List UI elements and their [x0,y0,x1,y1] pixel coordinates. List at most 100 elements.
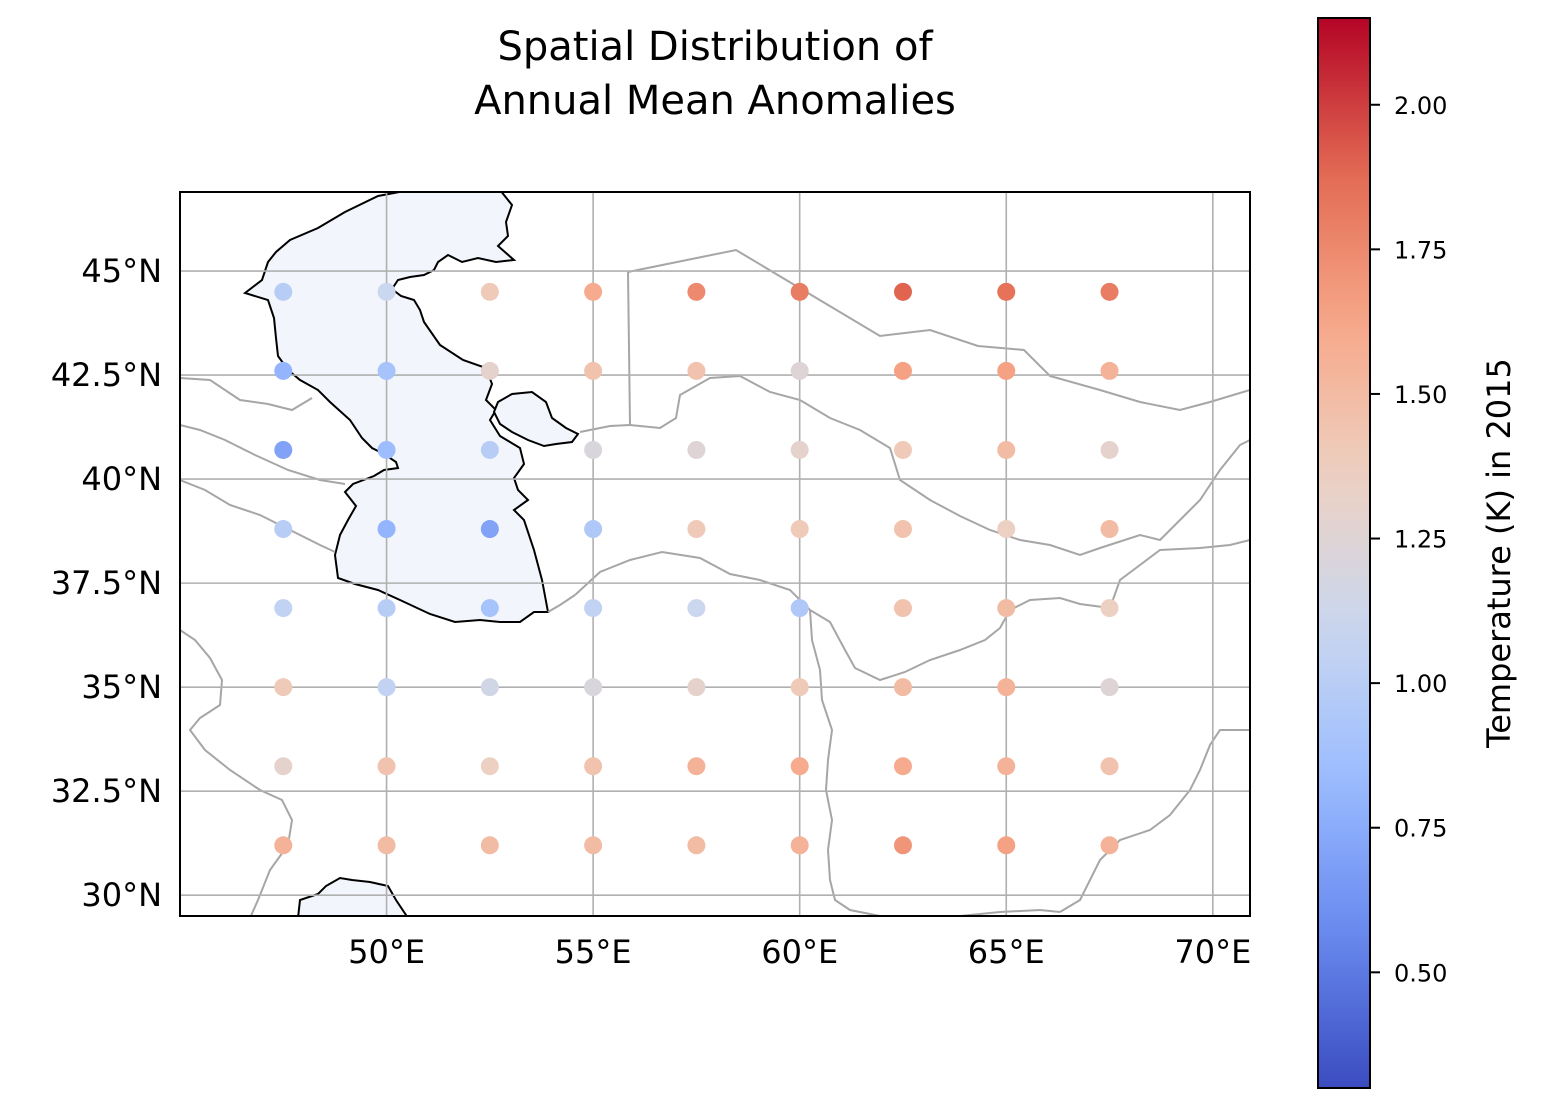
data-point [1100,282,1119,301]
colorbar-label: Temperature (K) in 2015 [1480,358,1518,749]
data-point [274,757,293,776]
data-point [1100,599,1119,618]
data-point [893,757,912,776]
data-point [274,836,293,855]
data-point [480,282,499,301]
data-point [274,440,293,459]
data-point [1100,678,1119,697]
data-point [790,361,809,380]
caspian-sea-shape [242,192,550,624]
data-point [480,520,499,539]
x-tick-label: 50°E [348,933,425,971]
y-tick-label: 42.5°N [51,356,162,394]
data-point [377,440,396,459]
data-point [997,440,1016,459]
colorbar [1317,17,1371,1089]
x-axis-ticks: 50°E 55°E 60°E 65°E 70°E [348,933,1251,971]
data-point [790,440,809,459]
data-point [377,361,396,380]
country-borders [180,248,1250,916]
data-point [1100,440,1119,459]
data-point [1100,757,1119,776]
data-point [790,599,809,618]
data-point [584,520,603,539]
y-tick-label: 45°N [81,252,162,290]
data-point [790,520,809,539]
data-point [893,282,912,301]
data-point [1100,836,1119,855]
y-tick-label: 35°N [81,668,162,706]
data-point [893,520,912,539]
data-point [274,678,293,697]
colorbar-tick-label: 1.75 [1394,236,1447,264]
x-tick-label: 70°E [1174,933,1251,971]
data-point [480,440,499,459]
data-point [997,520,1016,539]
y-tick-label: 37.5°N [51,564,162,602]
kara-bogaz-gol-shape [492,390,580,448]
colorbar-tick-label: 2.00 [1394,92,1447,120]
data-point [274,520,293,539]
data-point [584,440,603,459]
y-tick-label: 32.5°N [51,772,162,810]
data-point [790,757,809,776]
data-point [480,361,499,380]
colorbar-tick-label: 0.50 [1394,959,1447,987]
y-tick-label: 40°N [81,460,162,498]
data-point [377,678,396,697]
data-point [687,757,706,776]
data-point [687,361,706,380]
data-point [1100,361,1119,380]
data-point [997,836,1016,855]
data-point [997,361,1016,380]
plot-frame [179,191,1251,917]
x-tick-label: 60°E [761,933,838,971]
data-point [687,520,706,539]
data-point [274,599,293,618]
data-point [687,599,706,618]
colorbar-ticks: 0.50 0.75 1.00 1.25 1.50 1.75 2.00 [1370,92,1447,987]
x-tick-label: 65°E [968,933,1045,971]
data-point [584,757,603,776]
data-point [997,757,1016,776]
data-point [687,440,706,459]
y-axis-ticks: 30°N 32.5°N 35°N 37.5°N 40°N 42.5°N 45°N [51,252,162,914]
data-point [377,599,396,618]
data-point [377,757,396,776]
data-point [480,599,499,618]
data-point [377,836,396,855]
data-point [377,282,396,301]
data-point [790,678,809,697]
data-point [687,836,706,855]
y-tick-label: 30°N [81,876,162,914]
data-points [274,282,1119,855]
map-plot-area [180,192,1250,916]
data-point [790,282,809,301]
data-point [997,678,1016,697]
data-point [480,836,499,855]
colorbar-tick-label: 1.25 [1394,526,1447,554]
colorbar-tick-label: 0.75 [1394,815,1447,843]
data-point [584,361,603,380]
data-point [893,599,912,618]
gridlines [180,192,1250,916]
data-point [584,599,603,618]
colorbar-tick-label: 1.00 [1394,670,1447,698]
data-point [584,282,603,301]
data-point [997,599,1016,618]
x-tick-label: 55°E [555,933,632,971]
data-point [893,361,912,380]
data-point [480,757,499,776]
data-point [893,678,912,697]
data-point [584,836,603,855]
data-point [274,361,293,380]
data-point [790,836,809,855]
chart-title: Spatial Distribution of Annual Mean Anom… [474,24,956,124]
colorbar-tick-label: 1.50 [1394,381,1447,409]
data-point [480,678,499,697]
data-point [997,282,1016,301]
data-point [893,836,912,855]
data-point [274,282,293,301]
persian-gulf-shape [297,876,408,916]
